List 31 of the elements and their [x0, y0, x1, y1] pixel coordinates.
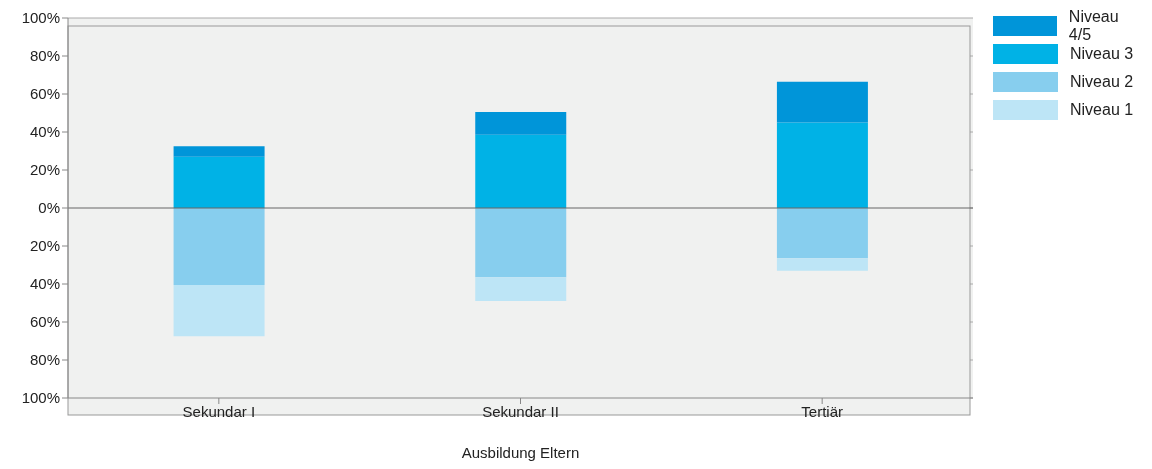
bar — [776, 81, 868, 123]
x-tick-label: Sekundar II — [482, 402, 559, 420]
bar — [173, 208, 265, 285]
bar — [776, 258, 868, 271]
bar — [173, 156, 265, 208]
y-tick-label: 20% — [29, 237, 60, 255]
y-tick-label: 0% — [38, 199, 60, 217]
y-tick-label: 80% — [29, 47, 60, 65]
legend-label: Niveau 3 — [1070, 45, 1134, 63]
x-axis-title: Ausbildung Eltern — [461, 444, 580, 461]
bar — [475, 277, 567, 302]
bar — [475, 134, 567, 208]
y-tick-label: 100% — [21, 389, 60, 407]
y-tick-label: 20% — [29, 161, 60, 179]
bar — [776, 122, 868, 208]
x-tick-label: Tertiär — [801, 402, 844, 420]
bar — [776, 208, 868, 259]
y-tick-label: 60% — [29, 313, 60, 331]
y-tick-label: 40% — [29, 275, 60, 293]
y-tick-label: 40% — [29, 123, 60, 141]
y-tick-label: 60% — [29, 85, 60, 103]
y-tick-label: 80% — [29, 351, 60, 369]
bar — [475, 112, 567, 135]
bar — [173, 146, 265, 157]
legend-label: Niveau 4/5 — [1068, 8, 1120, 44]
bar — [173, 284, 265, 337]
bar — [475, 208, 567, 278]
legend-label: Niveau 1 — [1070, 101, 1134, 119]
x-tick-label: Sekundar I — [182, 402, 256, 420]
y-tick-label: 100% — [21, 9, 60, 27]
legend-label: Niveau 2 — [1070, 73, 1134, 91]
